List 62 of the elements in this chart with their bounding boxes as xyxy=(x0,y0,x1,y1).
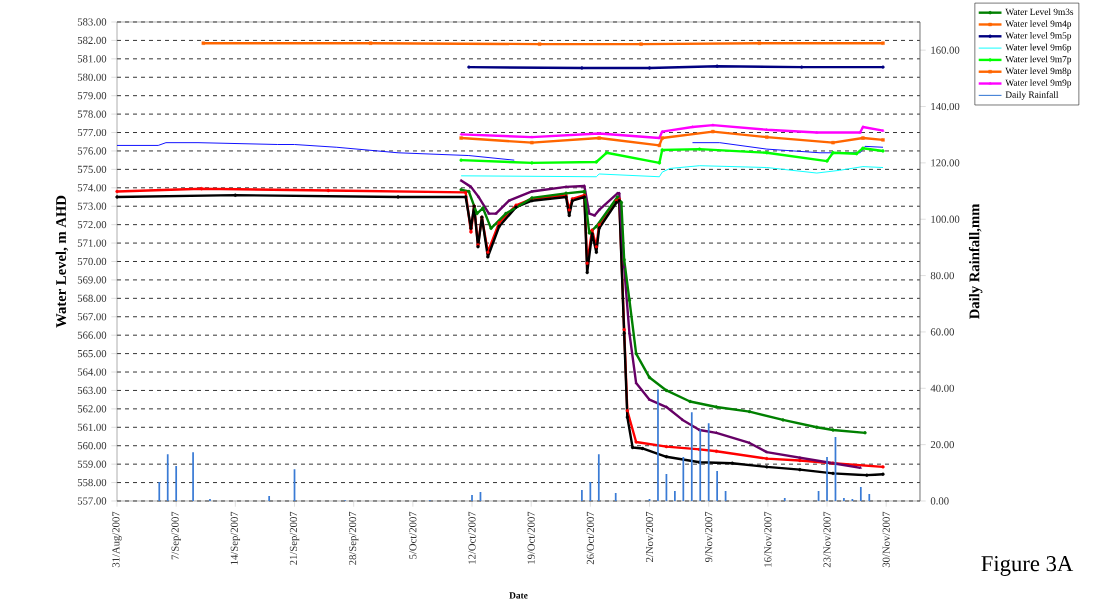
y-tick-label: 577.00 xyxy=(77,128,107,137)
x-tick-label: 9/Nov/2007 xyxy=(705,511,713,563)
y-tick-label: 559.00 xyxy=(77,460,107,468)
y2-tick-label: 140.00 xyxy=(931,102,960,111)
y-tick-label: 570.00 xyxy=(77,257,107,266)
y-tick-label: 561.00 xyxy=(77,423,107,431)
y-tick-label: 564.00 xyxy=(77,368,107,376)
y-tick-label: 558.00 xyxy=(77,478,107,487)
y-tick-label: 565.00 xyxy=(77,349,107,358)
y2-tick-label: 40.00 xyxy=(930,384,954,392)
y2-tick-label: 160.00 xyxy=(931,46,960,54)
y-tick-label: 576.00 xyxy=(77,147,107,155)
y-tick-label: 581.00 xyxy=(77,55,107,63)
y2-tick-label: 20.00 xyxy=(930,441,954,449)
x-tick-label: 12/Oct/2007 xyxy=(468,511,476,564)
x-tick-label: 7/Sep/2007 xyxy=(171,511,181,560)
x-tick-label: 16/Nov/2007 xyxy=(764,511,772,567)
y-tick-label: 566.00 xyxy=(77,331,107,339)
legend-label: Daily Rainfall xyxy=(1005,91,1059,100)
x-tick-label: 2/Nov/2007 xyxy=(645,511,654,562)
y-tick-label: 562.00 xyxy=(77,405,107,413)
y2-tick-label: 120.00 xyxy=(931,159,960,167)
x-tick-label: 31/Aug/2007 xyxy=(112,511,122,568)
x-tick-label: 5/Oct/2007 xyxy=(409,511,417,559)
y-tick-label: 583.00 xyxy=(77,18,107,26)
y2-tick-label: 60.00 xyxy=(930,328,954,336)
x-tick-label: 19/Oct/2007 xyxy=(527,511,535,564)
y-tick-label: 582.00 xyxy=(77,36,107,45)
legend-label: Water level 9m5p xyxy=(1005,32,1072,41)
y-tick-label: 569.00 xyxy=(77,276,107,284)
x-tick-label: 30/Nov/2007 xyxy=(882,511,890,568)
y2-tick-label: 0.00 xyxy=(930,497,949,505)
y-tick-label: 557.00 xyxy=(77,497,107,505)
y-tick-label: 574.00 xyxy=(77,184,107,192)
y-tick-label: 563.00 xyxy=(77,386,107,395)
y2-tick-label: 80.00 xyxy=(930,271,954,280)
legend-label: Water level 9m7p xyxy=(1005,55,1072,65)
x-tick-label: 14/Sep/2007 xyxy=(230,511,241,565)
y-tick-label: 571.00 xyxy=(77,239,107,247)
y2-axis-title: Daily Rainfall,mm xyxy=(968,203,983,320)
y-tick-label: 575.00 xyxy=(77,165,107,173)
y-tick-label: 578.00 xyxy=(77,110,107,118)
x-tick-label: 21/Sep/2007 xyxy=(289,511,300,565)
y-tick-label: 580.00 xyxy=(77,73,107,81)
y2-tick-label: 100.00 xyxy=(931,215,960,223)
y-tick-label: 573.00 xyxy=(77,202,107,210)
x-axis-title: Date xyxy=(509,592,528,599)
y-axis-title: Water Level, m AHD xyxy=(55,195,69,328)
legend-label: Water level 9m8p xyxy=(1005,67,1072,76)
x-tick-label: 28/Sep/2007 xyxy=(349,511,359,565)
y-tick-label: 560.00 xyxy=(77,442,107,450)
y-tick-label: 567.00 xyxy=(77,313,107,321)
x-tick-label: 23/Nov/2007 xyxy=(823,511,831,568)
y-tick-label: 568.00 xyxy=(77,294,107,302)
caption: Figure 3A xyxy=(981,556,1074,576)
legend-label: Water Level 9m3s xyxy=(1005,8,1074,16)
x-tick-label: 26/Oct/2007 xyxy=(586,511,594,565)
legend-label: Water level 9m4p xyxy=(1005,20,1072,29)
y-tick-label: 572.00 xyxy=(77,221,107,229)
legend-label: Water level 9m6p xyxy=(1005,43,1072,53)
y-tick-label: 579.00 xyxy=(77,92,107,100)
legend-label: Water level 9m9p xyxy=(1005,79,1072,88)
